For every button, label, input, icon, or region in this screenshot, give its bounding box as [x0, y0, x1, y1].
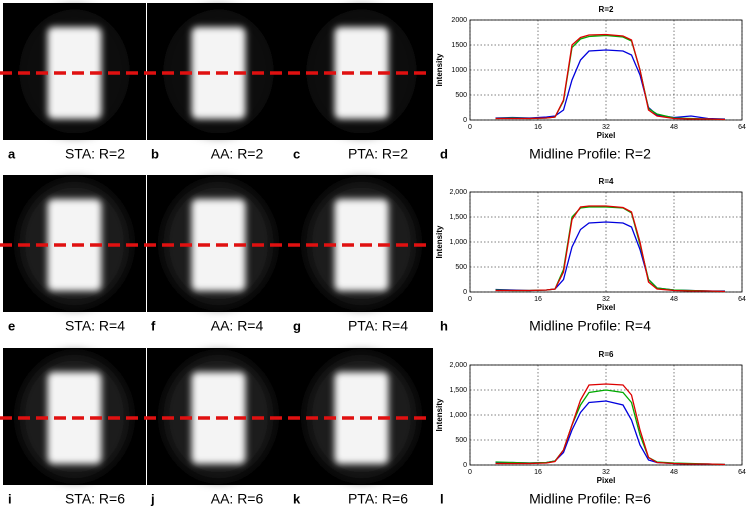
panel-letter: a [8, 146, 16, 161]
y-axis-label: Intensity [435, 398, 444, 431]
y-axis-label: Intensity [435, 53, 444, 86]
panel-caption: STA: R=2 [65, 146, 125, 162]
panel-caption: AA: R=4 [211, 318, 264, 334]
x-tick-label: 48 [670, 296, 678, 303]
panel-letter: c [293, 146, 300, 161]
panel-caption: PTA: R=4 [348, 318, 408, 334]
x-tick-label: 64 [738, 469, 746, 476]
x-tick-label: 48 [670, 124, 678, 131]
y-tick-label: 2000 [451, 17, 467, 24]
y-tick-label: 1500 [451, 42, 467, 49]
y-tick-label: 1,500 [449, 387, 467, 394]
y-tick-label: 500 [455, 437, 467, 444]
panel-caption: PTA: R=6 [348, 491, 408, 507]
panel-letter: g [293, 318, 301, 333]
panel-caption: STA: R=4 [65, 318, 125, 334]
x-tick-label: 32 [602, 296, 610, 303]
series-line [495, 383, 726, 466]
panel-caption: Midline Profile: R=6 [529, 491, 651, 507]
y-tick-label: 1,500 [449, 214, 467, 221]
series-line [495, 205, 726, 293]
y-tick-label: 500 [455, 92, 467, 99]
panel-letter: l [440, 491, 444, 506]
y-tick-label: 1,000 [449, 412, 467, 419]
panel-letter: j [150, 491, 155, 506]
panel-caption: PTA: R=2 [348, 146, 408, 162]
chart-title: R=2 [599, 5, 614, 14]
x-axis-label: Pixel [597, 131, 616, 140]
y-tick-label: 0 [463, 289, 467, 296]
x-tick-label: 0 [468, 124, 472, 131]
y-tick-label: 2,000 [449, 189, 467, 196]
y-tick-label: 0 [463, 462, 467, 469]
x-tick-label: 16 [534, 124, 542, 131]
x-axis-label: Pixel [597, 303, 616, 312]
chart-title: R=4 [599, 177, 614, 186]
panel-caption: AA: R=2 [211, 146, 264, 162]
panel-letter: d [440, 146, 448, 161]
x-tick-label: 0 [468, 296, 472, 303]
panel-caption: Midline Profile: R=2 [529, 146, 651, 162]
y-tick-label: 2,000 [449, 362, 467, 369]
panel-letter: k [293, 491, 301, 506]
panel-caption: AA: R=6 [211, 491, 264, 507]
y-tick-label: 1,000 [449, 239, 467, 246]
panel-letter: b [151, 146, 159, 161]
x-tick-label: 16 [534, 296, 542, 303]
series-line [495, 33, 726, 121]
panel-letter: f [151, 318, 156, 333]
y-axis-label: Intensity [435, 225, 444, 258]
x-tick-label: 32 [602, 124, 610, 131]
panel-caption: STA: R=6 [65, 491, 125, 507]
x-tick-label: 64 [738, 124, 746, 131]
x-tick-label: 16 [534, 469, 542, 476]
x-tick-label: 0 [468, 469, 472, 476]
panel-caption: Midline Profile: R=4 [529, 318, 651, 334]
chart-title: R=6 [599, 350, 614, 359]
y-tick-label: 1000 [451, 67, 467, 74]
panel-letter: i [8, 491, 12, 506]
panel-letter: h [440, 318, 448, 333]
x-tick-label: 48 [670, 469, 678, 476]
x-axis-label: Pixel [597, 476, 616, 485]
panel-letter: e [8, 318, 15, 333]
image-panel [147, 175, 290, 312]
y-tick-label: 500 [455, 264, 467, 271]
x-tick-label: 32 [602, 469, 610, 476]
x-tick-label: 64 [738, 296, 746, 303]
y-tick-label: 0 [463, 117, 467, 124]
